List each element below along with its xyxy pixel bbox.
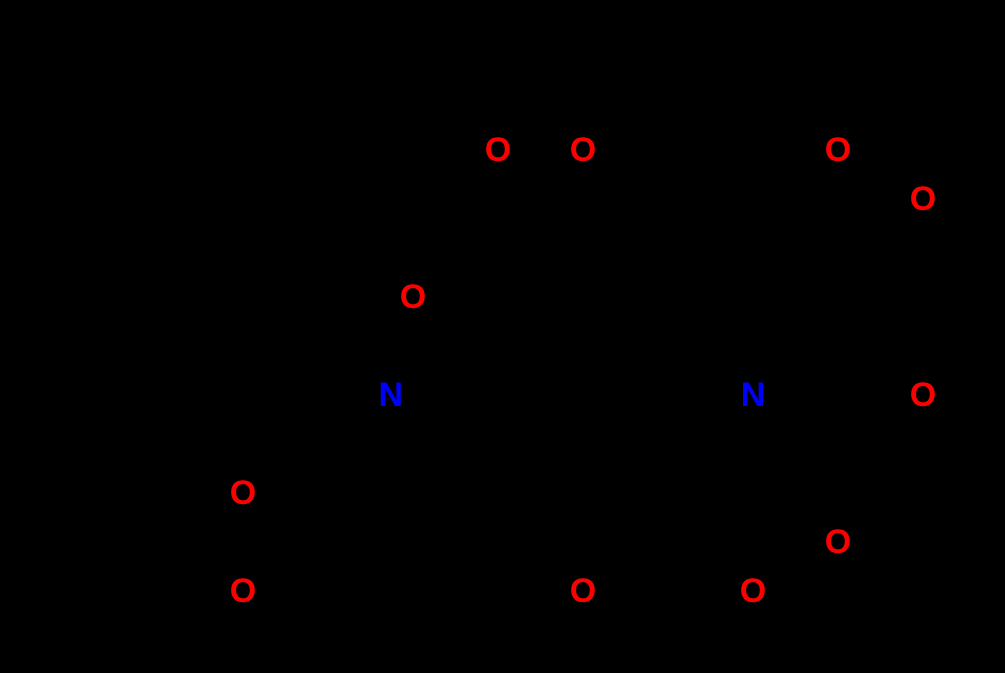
o-atom-label: O	[825, 131, 851, 169]
bond-line	[264, 501, 330, 539]
bond-line	[243, 248, 328, 297]
bond-line	[597, 167, 668, 248]
bond-line	[668, 542, 734, 580]
bond-line	[73, 248, 158, 297]
bond-line	[262, 602, 328, 640]
o-atom-label: O	[910, 180, 936, 218]
bond-line	[262, 542, 328, 580]
bond-line	[432, 248, 498, 286]
bond-line	[174, 409, 235, 444]
bond-line	[158, 395, 243, 444]
o-atom-label: O	[485, 131, 511, 169]
o-atom-label: O	[230, 474, 256, 512]
bond-line	[583, 248, 668, 297]
o-atom-label: O	[570, 131, 596, 169]
o-atom-label: O	[740, 572, 766, 610]
bond-line	[498, 395, 583, 444]
bond-line	[604, 545, 670, 583]
molecule-svg: N O O O O O O O O NH O O O	[0, 0, 1005, 673]
o-atom-label: O	[825, 523, 851, 561]
bond-line	[432, 406, 498, 444]
bond-line	[260, 507, 326, 545]
n-atom-label: N	[741, 376, 766, 414]
chemical-structure-figure: N O O O O O O O O NH O O O	[0, 0, 1005, 673]
bond-line	[600, 539, 666, 577]
n-atom-label: NH	[378, 376, 427, 414]
bond-line	[838, 406, 904, 444]
bonds-layer	[65, 101, 923, 665]
o-atom-label: O	[230, 572, 256, 610]
bond-line	[174, 248, 235, 283]
bond-line	[668, 406, 734, 444]
bond-line	[328, 248, 394, 286]
o-atom-label: O	[910, 376, 936, 414]
o-atom-label: O	[570, 572, 596, 610]
bond-line	[158, 248, 243, 297]
bond-line	[668, 248, 753, 297]
bond-line	[583, 395, 668, 444]
bond-line	[498, 248, 583, 297]
bond-line	[838, 210, 904, 248]
bond-line	[753, 248, 838, 297]
bond-line	[772, 406, 838, 444]
bond-line	[602, 101, 668, 139]
o-atom-label: O	[400, 278, 426, 316]
bond-line	[73, 395, 158, 444]
